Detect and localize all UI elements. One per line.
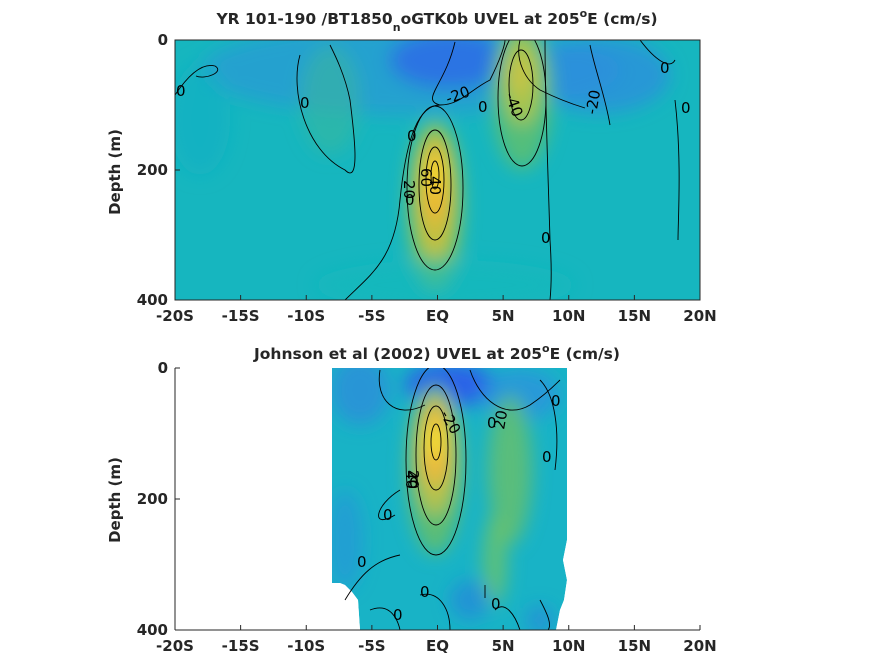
- chart-panel-1: YR 101-190 /BT1850noGTK0b UVEL at 205oE …: [106, 7, 717, 325]
- chart-2-contour-label: 0: [409, 474, 419, 492]
- x-tick-label: 20N: [683, 637, 716, 655]
- chart-2-contours: [344, 368, 561, 630]
- chart-1-contour-label: 60: [417, 168, 435, 187]
- chart-1-contour-label: -20: [582, 88, 604, 115]
- y-tick-label: 200: [137, 490, 168, 508]
- chart-1-y-axis: 0 200 400: [137, 31, 180, 309]
- chart-1-x-axis: -20S -15S -10S -5S EQ 5N 10N 15N 20N: [156, 295, 717, 325]
- x-tick-label: 5N: [492, 637, 515, 655]
- x-tick-label: 5N: [492, 307, 515, 325]
- x-tick-label: -10S: [287, 307, 325, 325]
- chart-2-title: Johnson et al (2002) UVEL at 205oE (cm/s…: [253, 342, 620, 363]
- chart-1-contours: [175, 40, 680, 300]
- x-tick-label: 15N: [618, 307, 651, 325]
- chart-1-contour-label: 40: [426, 176, 444, 195]
- y-tick-label: 0: [158, 359, 168, 377]
- x-tick-label: EQ: [426, 637, 449, 655]
- chart-1-ylabel: Depth (m): [106, 129, 124, 215]
- chart-panel-2: Johnson et al (2002) UVEL at 205oE (cm/s…: [106, 342, 717, 655]
- chart-2-contour-label: 20: [404, 470, 422, 489]
- x-tick-label: -15S: [222, 637, 260, 655]
- chart-2-contour-label: 20: [490, 409, 511, 431]
- x-tick-label: 10N: [552, 637, 585, 655]
- x-tick-label: 10N: [552, 307, 585, 325]
- chart-1-contour-label: 0: [541, 229, 551, 247]
- chart-2-contour-label: 0: [491, 595, 501, 613]
- x-tick-label: -20S: [156, 637, 194, 655]
- chart-2-contour-label: 0: [357, 553, 367, 571]
- chart-2-ylabel: Depth (m): [106, 457, 124, 543]
- chart-2-contour-label: 40: [402, 470, 420, 489]
- chart-1-contour-label: 0: [176, 82, 186, 100]
- y-tick-label: 0: [158, 31, 168, 49]
- x-tick-label: -5S: [358, 307, 385, 325]
- chart-1-contour-label: 0: [300, 94, 310, 112]
- chart-1-contour-label: 0: [407, 127, 417, 145]
- x-tick-label: -10S: [287, 637, 325, 655]
- chart-2-contour-label: 0: [487, 414, 497, 432]
- chart-2-plot-area: -20 20 0 0 40 20 0 0 0 0 0 0 0: [175, 368, 700, 630]
- x-tick-label: EQ: [426, 307, 449, 325]
- x-tick-label: 15N: [618, 637, 651, 655]
- chart-1-contour-label: 0: [681, 99, 691, 117]
- y-tick-label: 200: [137, 161, 168, 179]
- chart-1-contour-label: 0: [405, 191, 415, 209]
- chart-1-title: YR 101-190 /BT1850noGTK0b UVEL at 205oE …: [215, 7, 657, 34]
- chart-1-color-field: [175, 40, 670, 300]
- chart-1-plot-area: 0 0 -20 0 -40 -20 0 0 0 60 40 20 0 0: [175, 40, 700, 300]
- x-tick-label: 20N: [683, 307, 716, 325]
- chart-1-contour-label: 20: [400, 180, 418, 199]
- x-tick-label: -15S: [222, 307, 260, 325]
- chart-2-contour-label: 0: [542, 448, 552, 466]
- chart-1-contour-label: 0: [660, 59, 670, 77]
- x-tick-label: -20S: [156, 307, 194, 325]
- chart-2-contour-label: 0: [420, 583, 430, 601]
- chart-1-contour-label: 0: [478, 98, 488, 116]
- y-tick-label: 400: [137, 621, 168, 639]
- x-tick-label: -5S: [358, 637, 385, 655]
- chart-2-contour-label: 0: [383, 506, 393, 524]
- chart-2-x-axis: -20S -15S -10S -5S EQ 5N 10N 15N 20N: [156, 625, 717, 655]
- chart-2-contour-label: 0: [393, 606, 403, 624]
- chart-2-no-data-mask: [175, 368, 700, 630]
- y-tick-label: 400: [137, 291, 168, 309]
- chart-2-y-axis: 0 200 400: [137, 359, 180, 639]
- chart-2-contour-label: 0: [551, 392, 561, 410]
